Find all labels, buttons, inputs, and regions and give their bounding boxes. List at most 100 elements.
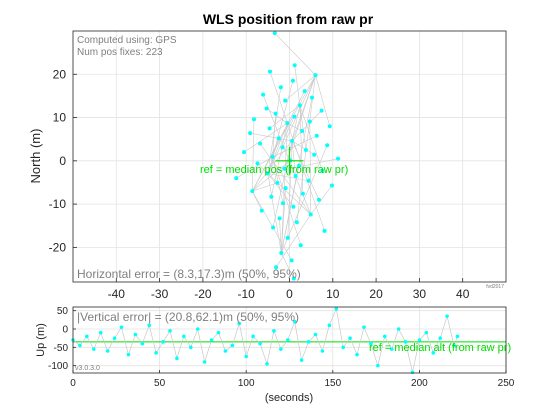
altitude-point — [119, 325, 124, 329]
position-point — [280, 145, 285, 150]
track-segment — [251, 74, 316, 192]
altitude-point — [105, 349, 110, 353]
track-segment — [267, 116, 295, 174]
position-point — [265, 171, 270, 176]
position-point — [297, 163, 302, 168]
track-segment — [252, 182, 278, 192]
track-segment — [259, 143, 311, 215]
bottom-gridlines — [72, 307, 507, 373]
position-point — [277, 216, 282, 221]
altitude-point — [396, 327, 401, 331]
top-x-tick-label: -40 — [108, 287, 126, 301]
top-y-axis-label: North (m) — [28, 129, 43, 184]
track-segment — [294, 65, 301, 106]
altitude-point — [168, 329, 172, 333]
altitude-point — [313, 332, 318, 337]
top-x-tick-label: -10 — [238, 287, 256, 301]
position-point — [290, 78, 295, 83]
position-point — [278, 85, 283, 90]
track-segment — [272, 105, 301, 228]
bottom-reference-label: ref = median alt (from raw pr) — [369, 342, 511, 354]
altitude-point — [258, 341, 262, 346]
track-segment — [271, 123, 288, 197]
top-reference-cross — [275, 146, 304, 175]
position-point — [297, 103, 302, 108]
position-point — [312, 152, 317, 157]
copyright-note: fvd2017 — [486, 284, 504, 290]
top-x-tick-label: 40 — [456, 287, 470, 301]
altitude-point — [410, 370, 415, 375]
altitude-point — [188, 345, 193, 350]
track-segment — [287, 140, 293, 238]
track-segment — [299, 105, 307, 151]
altitude-point — [279, 347, 283, 351]
altitude-point — [175, 356, 179, 361]
bottom-y-axis-label: Up (m) — [35, 323, 47, 357]
bottom-x-tick-label: 250 — [498, 378, 515, 389]
altitude-point — [154, 351, 158, 355]
num-fixes-note: Num pos fixes: 223 — [77, 47, 163, 58]
track-segment — [251, 119, 255, 192]
altitude-point — [251, 334, 255, 339]
altitude-point — [431, 351, 436, 355]
position-point — [283, 186, 288, 191]
track-segment — [266, 108, 288, 124]
top-y-tick-label: 20 — [53, 67, 67, 81]
track-segment — [267, 123, 288, 174]
position-point — [234, 176, 239, 181]
altitude-point — [147, 323, 152, 328]
altitude-point — [369, 341, 373, 346]
altitude-point — [355, 352, 359, 357]
track-segment — [275, 214, 311, 268]
position-point — [291, 204, 296, 209]
altitude-point — [85, 334, 89, 339]
position-point — [300, 191, 305, 196]
position-point — [327, 124, 332, 129]
altitude-point — [126, 352, 131, 357]
position-point — [282, 166, 287, 171]
top-x-tick-label: 0 — [286, 287, 293, 301]
position-point — [329, 183, 334, 188]
top-x-tick-labels: -40 -30 -20 -10 0 10 20 30 40 — [108, 287, 470, 301]
bottom-x-tick-labels: 0 50 100 150 200 250 — [70, 378, 515, 389]
track-segment — [272, 156, 302, 246]
position-point — [261, 92, 266, 97]
position-point — [279, 251, 284, 256]
position-point — [259, 208, 264, 213]
top-y-tick-label: 0 — [59, 154, 66, 168]
position-point — [294, 220, 299, 225]
altitude-point — [341, 345, 345, 350]
top-x-tick-label: 20 — [369, 287, 383, 301]
altitude-point — [223, 349, 228, 353]
altitude-point — [417, 338, 422, 342]
position-point — [322, 228, 327, 233]
altitude-point — [78, 343, 82, 348]
track-segment — [267, 158, 339, 174]
position-point — [290, 138, 295, 143]
bottom-y-tick-label: -100 — [48, 361, 68, 372]
position-point — [285, 235, 290, 240]
position-point — [335, 156, 340, 161]
position-point — [289, 258, 294, 263]
position-point — [292, 114, 297, 119]
top-reference-label: ref = median pos (from raw pr) — [200, 164, 348, 176]
bottom-plot-frame — [72, 306, 507, 374]
bottom-altitude-points — [71, 307, 460, 375]
track-segment — [291, 140, 315, 156]
altitude-point — [455, 334, 460, 339]
altitude-point — [133, 332, 138, 337]
track-segment — [291, 140, 296, 177]
position-point — [293, 173, 298, 178]
position-point — [285, 121, 290, 126]
altitude-point — [306, 340, 311, 344]
track-segment — [272, 80, 294, 158]
position-point — [281, 201, 286, 206]
track-segment — [281, 252, 295, 279]
position-point — [313, 73, 318, 78]
altitude-point — [362, 325, 366, 329]
chart-title: WLS position from raw pr — [203, 11, 374, 27]
top-x-tick-label: -20 — [194, 287, 212, 301]
computed-using-note: Computed using: GPS — [77, 35, 177, 46]
track-segment — [282, 75, 316, 148]
